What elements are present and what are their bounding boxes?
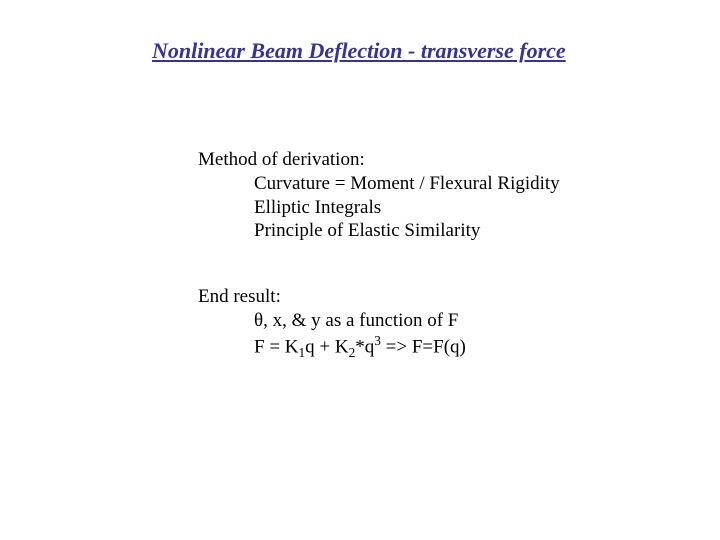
slide-container: Nonlinear Beam Deflection - transverse f… bbox=[0, 0, 720, 540]
eq-part: F = K bbox=[254, 336, 299, 357]
section2-line1: θ, x, & y as a function of F bbox=[254, 309, 560, 333]
eq-part: => F=F(q) bbox=[381, 336, 466, 357]
eq-sup: 3 bbox=[374, 333, 381, 348]
section2-header: End result: bbox=[198, 285, 560, 309]
section2-line2: F = K1q + K2*q3 => F=F(q) bbox=[254, 333, 560, 362]
eq-part: q + K bbox=[305, 336, 348, 357]
section1-item: Principle of Elastic Similarity bbox=[254, 219, 560, 243]
eq-part: *q bbox=[355, 336, 374, 357]
section1-item: Curvature = Moment / Flexural Rigidity bbox=[254, 172, 560, 196]
slide-title: Nonlinear Beam Deflection - transverse f… bbox=[152, 38, 566, 64]
section1-header: Method of derivation: bbox=[198, 148, 560, 172]
section1-item: Elliptic Integrals bbox=[254, 196, 560, 220]
body-content: Method of derivation: Curvature = Moment… bbox=[198, 148, 560, 361]
